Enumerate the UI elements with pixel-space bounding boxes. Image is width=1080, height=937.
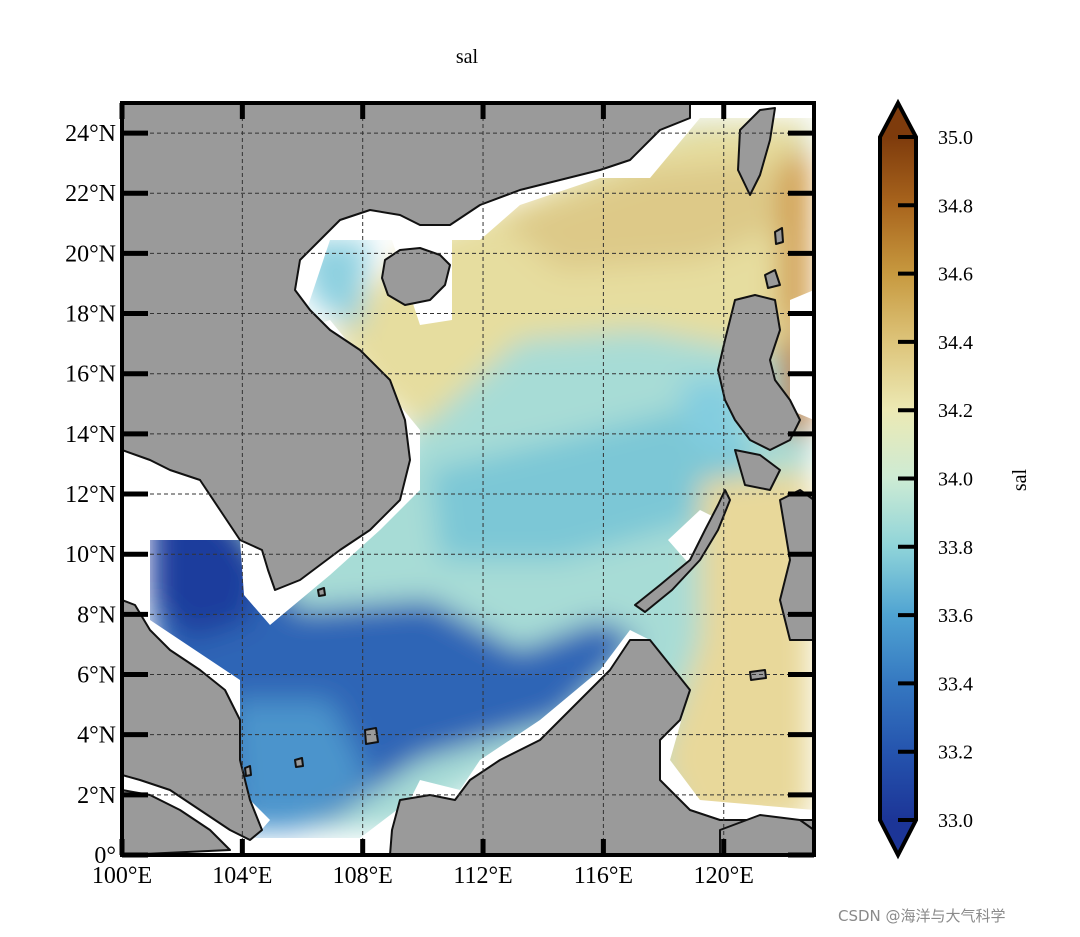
salinity-region-east <box>660 470 810 830</box>
lat-tick-label: 12°N <box>65 482 116 508</box>
land-taiwan <box>737 107 776 196</box>
colorbar-ticks: 33.0 33.2 33.4 33.6 33.8 34.0 34.2 34.4 34.6 34.8… <box>898 127 973 832</box>
land-small-island <box>317 587 326 597</box>
salinity-region-central-band <box>430 400 760 560</box>
land-small-island <box>764 269 781 289</box>
lat-tick-label: 14°N <box>65 422 116 448</box>
lon-tick-label: 108°E <box>333 863 393 889</box>
land-small-island <box>244 765 252 777</box>
land-visayas <box>734 449 781 491</box>
nodata-palawan <box>668 510 720 565</box>
salinity-region-north-core <box>500 160 800 270</box>
lon-tick-label: 120°E <box>694 863 754 889</box>
lon-tick-label: 112°E <box>453 863 512 889</box>
colorbar-extend-min <box>880 820 916 855</box>
colorbar-tick-label: 35.0 <box>938 127 973 149</box>
colorbar-tick-label: 33.0 <box>938 810 973 832</box>
land-small-island <box>294 757 304 768</box>
lat-tick-label: 22°N <box>65 181 116 207</box>
colorbar-tick-label: 34.8 <box>938 195 973 217</box>
lat-tick-label: 24°N <box>65 121 116 147</box>
colorbar-tick-label: 33.4 <box>938 673 973 695</box>
land-small-island <box>749 669 767 681</box>
nodata-luzon <box>790 290 814 420</box>
colorbar-label: sal <box>1009 468 1031 491</box>
colorbar-tick-label: 34.4 <box>938 332 973 354</box>
land-sulawesi-north <box>719 814 814 855</box>
watermark-text: CSDN @海洋与大气科学 <box>838 907 1006 925</box>
lat-tick-label: 2°N <box>77 783 116 809</box>
lon-tick-label: 100°E <box>92 863 152 889</box>
map-title: sal <box>456 46 479 68</box>
colorbar-tick-label: 33.8 <box>938 537 973 559</box>
colorbar-tick-label: 33.2 <box>938 742 973 764</box>
colorbar-tick-label: 34.6 <box>938 264 973 286</box>
land-luzon <box>717 294 801 451</box>
colorbar-tick-label: 33.6 <box>938 605 973 627</box>
lat-tick-label: 0° <box>94 843 116 869</box>
land-palawan <box>634 489 731 613</box>
land-natuna-islands <box>364 727 379 745</box>
land <box>122 103 814 855</box>
colorbar-tick-label: 34.0 <box>938 469 973 491</box>
lat-tick-label: 10°N <box>65 542 116 568</box>
colorbar-tick-label: 34.2 <box>938 400 973 422</box>
gridlines <box>122 103 814 855</box>
axis-ticks <box>119 103 814 858</box>
colorbar-extend-max <box>880 103 916 137</box>
lat-tick-label: 16°N <box>65 362 116 388</box>
colorbar: 33.0 33.2 33.4 33.6 33.8 34.0 34.2 34.4 34.6 34.8… <box>878 98 1031 860</box>
lat-tick-label: 20°N <box>65 241 116 267</box>
land-asia-mainland <box>122 103 691 591</box>
land-hainan <box>381 247 451 306</box>
land-borneo <box>389 639 814 855</box>
lon-tick-label: 104°E <box>212 863 272 889</box>
land-small-island <box>774 227 784 245</box>
land-malay-peninsula <box>122 599 263 841</box>
map-frame <box>120 101 816 857</box>
map-axes <box>122 103 814 855</box>
lon-tick-label: 116°E <box>574 863 633 889</box>
lat-tick-label: 4°N <box>77 723 116 749</box>
axis-tick-labels: 100°E 104°E 108°E 112°E 116°E 120°E 0° 2°N 4°N 6°… <box>65 121 754 889</box>
lat-tick-label: 18°N <box>65 302 116 328</box>
lat-tick-label: 8°N <box>77 602 116 628</box>
lat-tick-label: 6°N <box>77 663 116 689</box>
